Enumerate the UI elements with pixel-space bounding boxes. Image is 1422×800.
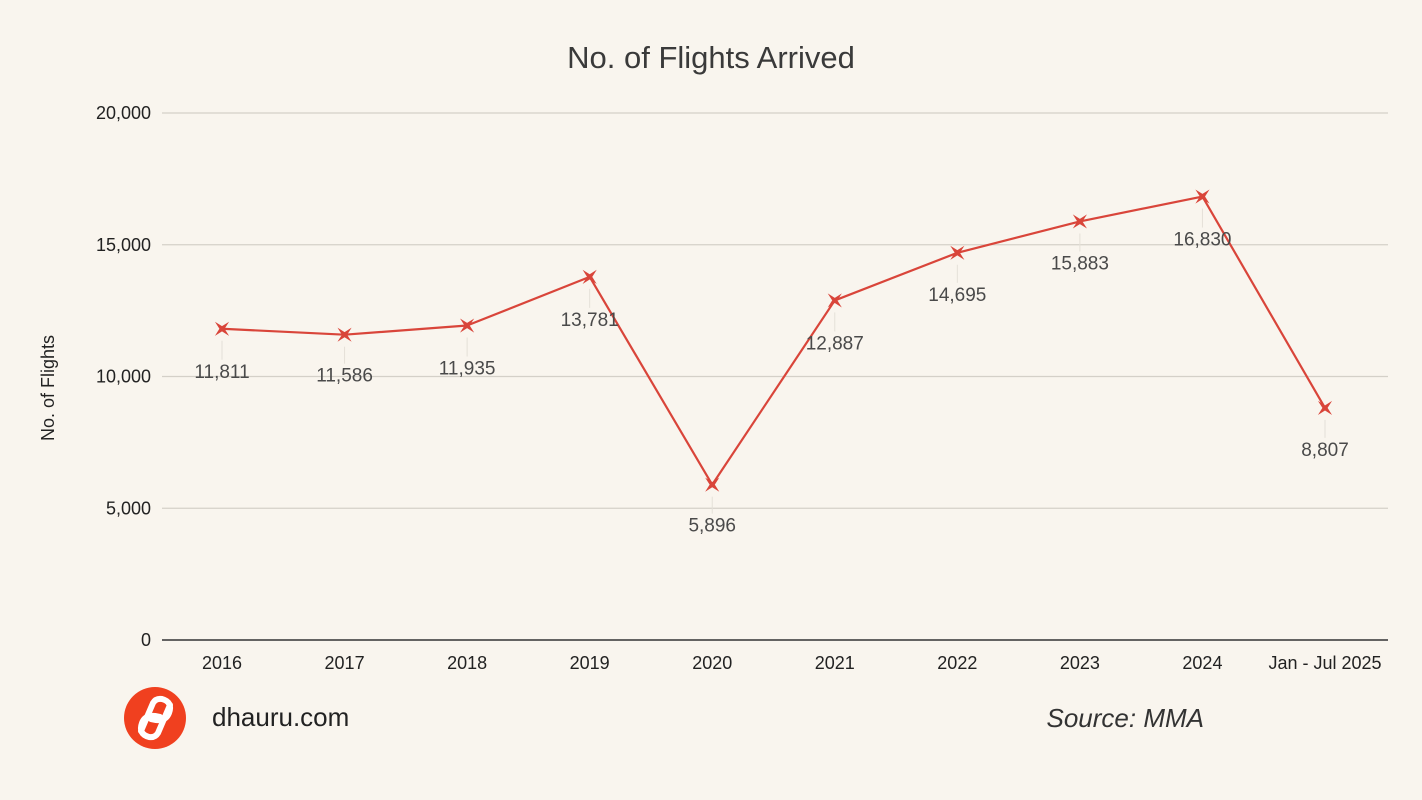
gridlines [162,112,1388,641]
data-point-marker [214,321,230,336]
data-point-marker [827,293,842,308]
series-markers [214,189,1333,492]
y-tick-label: 20,000 [96,103,151,123]
chart-title: No. of Flights Arrived [567,40,855,75]
data-label: 11,811 [194,362,249,383]
data-point-marker [582,269,597,284]
data-label: 15,883 [1051,253,1109,274]
y-axis-tick-labels: 0 5,000 10,000 15,000 20,000 [96,103,151,650]
source-label: Source: MMA [1047,703,1205,733]
x-tick-label: 2017 [325,653,365,673]
series-line-path [221,195,1326,486]
data-point-marker [950,245,965,260]
data-label: 12,887 [806,333,864,354]
y-tick-label: 0 [141,630,151,650]
data-point-marker [337,327,352,342]
x-tick-label: 2022 [937,653,977,673]
data-label: 11,586 [316,366,373,387]
y-tick-label: 15,000 [96,235,151,255]
data-label: 13,781 [561,310,619,331]
data-labels: 11,811 11,586 11,935 13,781 5,896 12,887 14,69… [194,230,1348,537]
y-tick-label: 10,000 [96,367,151,387]
data-point-marker [705,477,720,492]
data-label: 11,935 [439,359,496,380]
x-tick-label: 2023 [1060,653,1100,673]
data-point-marker [460,318,475,333]
dhauru-logo-icon [124,687,186,749]
series-line [221,195,1326,486]
x-tick-label: 2019 [570,653,610,673]
data-label: 16,830 [1173,230,1231,251]
x-tick-label: Jan - Jul 2025 [1268,653,1381,673]
data-label: 14,695 [928,285,986,306]
x-tick-label: 2021 [815,653,855,673]
data-point-marker [1072,214,1087,229]
data-label: 5,896 [688,516,736,537]
y-axis-title: No. of Flights [38,335,58,441]
data-point-marker [1195,189,1210,204]
data-label-leaders [221,208,1326,514]
x-axis-tick-labels: 2016 2017 2018 2019 2020 2021 2022 2023 2024 Jan … [202,653,1382,673]
data-label: 8,807 [1301,440,1349,461]
brand-site: dhauru.com [212,702,349,732]
y-tick-label: 5,000 [106,498,151,518]
x-tick-label: 2016 [202,653,242,673]
x-tick-label: 2024 [1182,653,1222,673]
x-tick-label: 2018 [447,653,487,673]
data-point-marker [1317,400,1333,416]
x-tick-label: 2020 [692,653,732,673]
